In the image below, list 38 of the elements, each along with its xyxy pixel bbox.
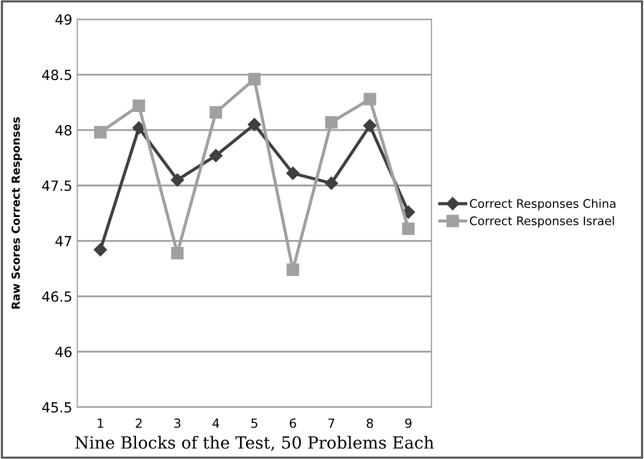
y-tick-label: 47.5 <box>42 180 72 191</box>
x-tick-label: 6 <box>290 418 296 428</box>
x-tick-label: 4 <box>212 418 220 428</box>
x-tick-label: 9 <box>405 418 412 428</box>
y-tick-label: 46 <box>55 346 72 358</box>
point <box>364 92 376 106</box>
point <box>209 148 222 162</box>
point <box>248 72 261 86</box>
y-tick-label: 48 <box>55 125 72 136</box>
x-tick-label: 8 <box>366 418 373 428</box>
point <box>363 119 376 132</box>
y-tick-label: 45.5 <box>42 402 72 413</box>
point <box>171 246 184 260</box>
y-tick-label: 48.5 <box>42 70 72 80</box>
x-tick-label: 1 <box>98 418 104 428</box>
point <box>94 243 107 256</box>
y-tick-label: 46.5 <box>42 291 72 302</box>
x-axis-title: Nine Blocks of the Test, 50 Problems Each <box>75 436 434 451</box>
y-tick-label: 47 <box>55 236 72 246</box>
legend-label: Correct Responses Israel <box>470 216 614 228</box>
x-tick-label: 2 <box>136 418 142 428</box>
x-tick-label: 7 <box>328 418 334 428</box>
point <box>132 121 146 134</box>
point <box>94 126 107 139</box>
point <box>248 118 261 132</box>
point <box>286 166 300 180</box>
y-axis-title: Raw Scores Correct Responses <box>11 117 22 309</box>
point <box>324 176 338 190</box>
point <box>325 116 338 129</box>
point <box>210 106 222 119</box>
x-tick-label: 5 <box>251 418 258 428</box>
y-tick-label: 49 <box>55 14 72 25</box>
point <box>170 173 184 187</box>
legend-label: Correct Responses China <box>470 198 616 210</box>
point <box>402 222 415 235</box>
point <box>132 99 146 112</box>
x-tick-label: 3 <box>174 418 180 428</box>
point <box>286 263 300 276</box>
